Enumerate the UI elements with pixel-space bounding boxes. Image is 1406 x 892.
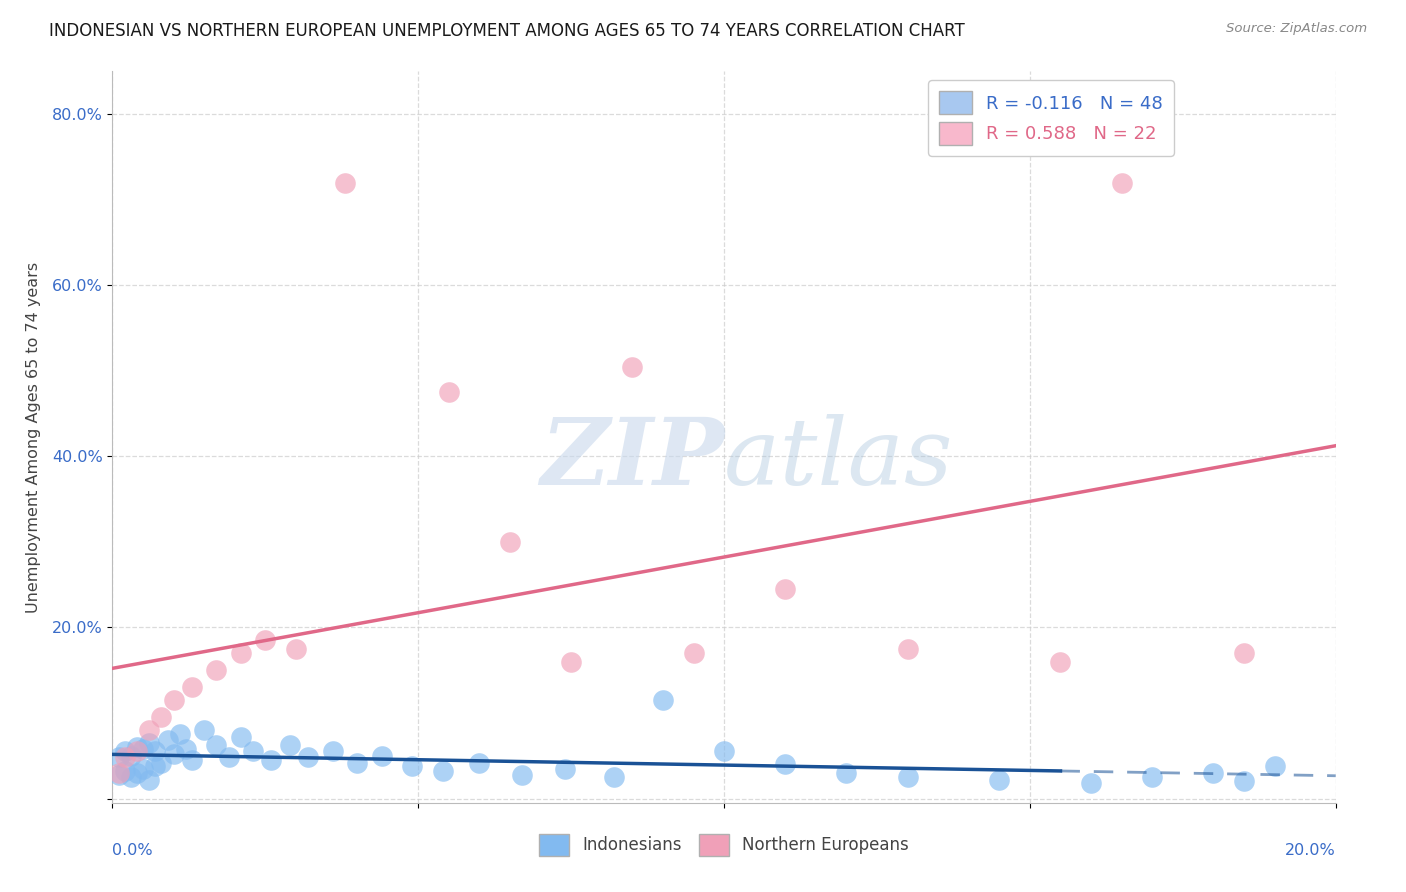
Point [125,740,148,755]
Legend: Indonesians, Northern Europeans: Indonesians, Northern Europeans [531,826,917,864]
Point [603,770,626,784]
Text: 20.0%: 20.0% [1285,843,1336,858]
Point [254,633,277,648]
Point [1202,765,1225,780]
Point [835,765,858,780]
Point [120,748,142,763]
Point [1264,759,1286,773]
Point [775,757,797,772]
Point [242,744,264,758]
Point [163,693,186,707]
Point [125,744,148,758]
Point [229,730,252,744]
Point [138,723,160,737]
Point [107,767,129,781]
Point [174,742,197,756]
Point [682,646,704,660]
Point [897,770,920,784]
Point [1233,774,1256,789]
Point [322,744,344,758]
Point [1080,776,1102,790]
Point [138,736,160,750]
Point [401,759,423,773]
Point [1049,655,1071,669]
Text: Source: ZipAtlas.com: Source: ZipAtlas.com [1226,22,1367,36]
Point [284,641,308,656]
Point [713,744,735,758]
Point [652,693,675,707]
Point [988,772,1011,787]
Point [114,764,136,779]
Y-axis label: Unemployment Among Ages 65 to 74 years: Unemployment Among Ages 65 to 74 years [25,261,41,613]
Point [437,385,460,400]
Point [143,759,166,773]
Point [143,744,166,758]
Point [333,176,356,190]
Point [260,753,283,767]
Point [193,723,215,737]
Point [181,753,204,767]
Point [621,359,644,374]
Point [205,739,228,753]
Point [150,756,173,770]
Point [114,744,136,758]
Point [150,710,173,724]
Point [370,748,392,763]
Text: atlas: atlas [724,414,953,504]
Point [132,742,155,756]
Text: 0.0%: 0.0% [112,843,153,858]
Point [138,772,160,787]
Point [1111,176,1133,190]
Point [156,733,179,747]
Point [560,655,582,669]
Point [510,767,533,781]
Point [1142,770,1164,784]
Point [218,750,240,764]
Point [468,756,491,770]
Point [775,582,797,596]
Point [107,765,129,780]
Point [897,641,920,656]
Point [554,762,576,776]
Point [114,750,136,764]
Text: ZIP: ZIP [540,414,724,504]
Point [346,756,368,770]
Point [181,681,204,695]
Text: INDONESIAN VS NORTHERN EUROPEAN UNEMPLOYMENT AMONG AGES 65 TO 74 YEARS CORRELATI: INDONESIAN VS NORTHERN EUROPEAN UNEMPLOY… [49,22,965,40]
Point [125,765,148,780]
Point [432,764,454,779]
Point [499,534,522,549]
Point [169,727,191,741]
Point [205,663,228,677]
Point [229,646,252,660]
Point [163,747,186,761]
Point [107,750,129,764]
Point [278,739,301,753]
Point [132,762,155,776]
Point [120,770,142,784]
Point [297,750,319,764]
Point [1233,646,1256,660]
